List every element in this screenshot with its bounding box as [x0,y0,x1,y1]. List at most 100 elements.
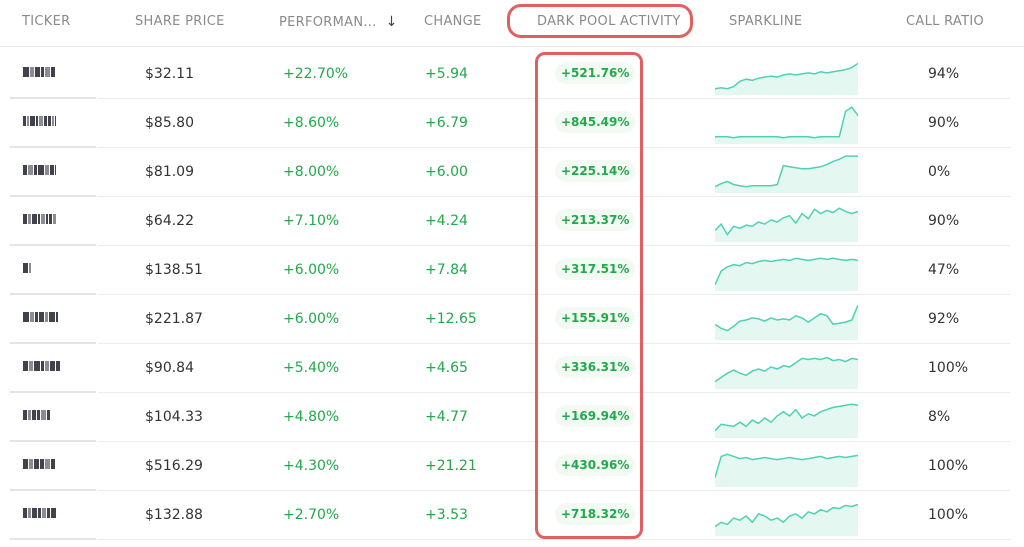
sparkline-line [715,503,858,528]
sparkline-chart [715,62,858,95]
ticker-divider [10,440,96,442]
performance-value: +4.80% [283,409,340,425]
sparkline-line [715,207,858,237]
sparkline-line [715,106,858,139]
dark-pool-activity-value: +155.91% [555,307,636,329]
ticker-redacted[interactable] [23,263,32,273]
call-ratio-value: 0% [928,164,951,180]
change-value: +4.77 [425,409,468,425]
ticker-divider [10,97,96,99]
ticker-redacted[interactable] [23,508,57,518]
ticker-divider [10,195,96,197]
ticker-divider [10,146,96,148]
sparkline-area [715,305,858,340]
sparkline-area [715,156,858,193]
ticker-redacted[interactable] [23,312,59,322]
ticker-divider [10,489,96,491]
table-row[interactable]: $138.51 +6.00% +7.84 +317.51% 47% [0,246,1024,295]
change-value: +3.53 [425,507,468,523]
column-header-performance[interactable]: PERFORMAN... ↓ [279,14,398,30]
row-divider [98,294,1010,295]
ticker-redacted[interactable] [23,459,56,469]
arrow-down-icon[interactable]: ↓ [385,14,398,30]
sparkline-chart [715,403,858,438]
dark-pool-activity-value: +169.94% [555,405,636,427]
share-price: $221.87 [145,311,203,327]
call-ratio-value: 47% [928,262,960,278]
ticker-redacted[interactable] [23,361,61,371]
call-ratio-value: 100% [928,458,969,474]
row-divider [98,490,1010,491]
table-row[interactable]: $221.87 +6.00% +12.65 +155.91% 92% [0,295,1024,344]
sparkline-chart [715,304,858,340]
performance-value: +8.60% [283,115,340,131]
column-header-change[interactable]: CHANGE [424,14,482,29]
ticker-redacted[interactable] [23,116,57,126]
change-value: +4.65 [425,360,468,376]
dark-pool-activity-value: +521.76% [555,62,636,84]
change-value: +4.24 [425,213,468,229]
sparkline-chart [715,453,858,487]
share-price: $104.33 [145,409,203,425]
sparkline-chart [715,155,858,193]
call-ratio-value: 90% [928,115,960,131]
table-row[interactable]: $516.29 +4.30% +21.21 +430.96% 100% [0,442,1024,491]
change-value: +7.84 [425,262,468,278]
column-header-performance-label: PERFORMAN... [279,15,377,30]
sparkline-chart [715,106,858,144]
ticker-redacted[interactable] [23,214,57,224]
table-row[interactable]: $81.09 +8.00% +6.00 +225.14% 0% [0,148,1024,197]
call-ratio-value: 8% [928,409,951,425]
column-header-ticker[interactable]: TICKER [22,14,71,29]
row-divider [98,245,1010,246]
sparkline-area [715,208,858,242]
table-row[interactable]: $64.22 +7.10% +4.24 +213.37% 90% [0,197,1024,246]
table-row[interactable]: $85.80 +8.60% +6.79 +845.49% 90% [0,99,1024,148]
column-header-call-ratio[interactable]: CALL RATIO [906,14,984,29]
ticker-divider [10,342,96,344]
change-value: +21.21 [425,458,477,474]
dark-pool-activity-value: +718.32% [555,503,636,525]
change-value: +12.65 [425,311,477,327]
performance-value: +8.00% [283,164,340,180]
performance-value: +2.70% [283,507,340,523]
performance-value: +6.00% [283,311,340,327]
ticker-divider [10,538,96,540]
ticker-redacted[interactable] [23,67,56,77]
share-price: $90.84 [145,360,194,376]
row-divider [98,343,1010,344]
call-ratio-value: 94% [928,66,960,82]
change-value: +6.00 [425,164,468,180]
sparkline-chart [715,207,858,242]
row-divider [98,441,1010,442]
column-header-dark-pool-activity[interactable]: DARK POOL ACTIVITY [537,14,681,29]
sparkline-area [715,404,858,438]
call-ratio-value: 90% [928,213,960,229]
highlight-outline-column [535,52,643,539]
sparkline-chart [715,503,858,536]
change-value: +6.79 [425,115,468,131]
call-ratio-value: 100% [928,360,969,376]
performance-value: +5.40% [283,360,340,376]
performance-value: +7.10% [283,213,340,229]
dark-pool-activity-value: +845.49% [555,111,636,133]
table-row[interactable]: $132.88 +2.70% +3.53 +718.32% 100% [0,491,1024,540]
performance-value: +6.00% [283,262,340,278]
share-price: $64.22 [145,213,194,229]
table-header: TICKER SHARE PRICE PERFORMAN... ↓ CHANGE … [0,0,1024,47]
row-divider [98,196,1010,197]
table-row[interactable]: $32.11 +22.70% +5.94 +521.76% 94% [0,50,1024,99]
sparkline-line [715,403,858,432]
table-row[interactable]: $90.84 +5.40% +4.65 +336.31% 100% [0,344,1024,393]
sparkline-line [715,356,858,383]
sparkline-area [715,357,858,389]
table-row[interactable]: $104.33 +4.80% +4.77 +169.94% 8% [0,393,1024,442]
ticker-redacted[interactable] [23,410,51,420]
sparkline-area [715,107,858,144]
column-header-sparkline[interactable]: SPARKLINE [729,14,803,29]
share-price: $85.80 [145,115,194,131]
sparkline-line [715,453,858,478]
sparkline-chart [715,356,858,389]
ticker-redacted[interactable] [23,165,57,175]
column-header-share-price[interactable]: SHARE PRICE [135,14,225,29]
